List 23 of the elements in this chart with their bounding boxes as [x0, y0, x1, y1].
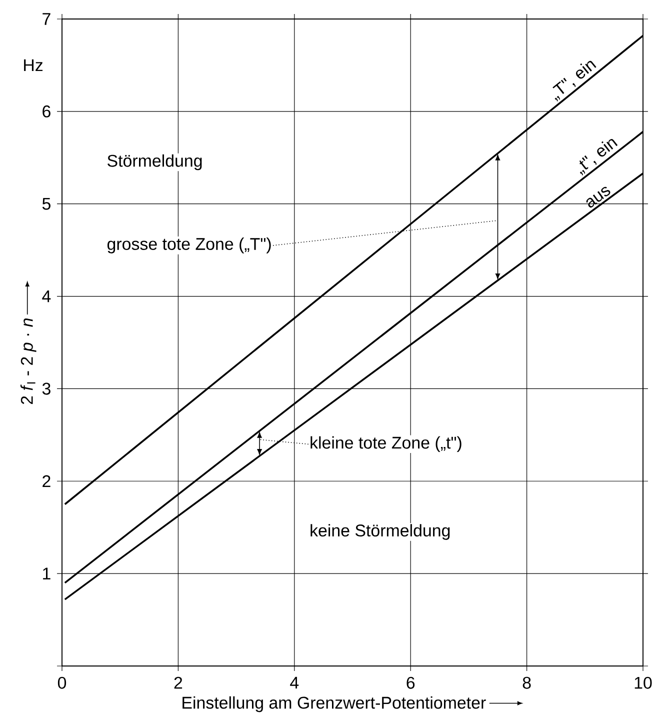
annotation: kleine tote Zone („t"): [310, 436, 462, 452]
y-tick-label: 6: [42, 105, 50, 118]
y-tick-label: 2: [42, 475, 50, 488]
text: Hz: [24, 59, 43, 72]
y-tick-label: 5: [42, 198, 50, 210]
text: „t", ein: [579, 138, 618, 176]
y-tick-label: 1: [43, 568, 50, 580]
legend-label: aus: [586, 186, 610, 208]
x-tick-label: 8: [522, 676, 531, 689]
annotation: keine Störmeldung: [310, 524, 450, 540]
y-tick-label: 3: [42, 382, 50, 395]
annotation: grosse tote Zone („T"): [107, 238, 271, 254]
text: „T", ein: [552, 60, 596, 102]
y-tick-label: 4: [42, 290, 51, 302]
y-axis-title: 2 f$_{I}$ - 2 p · n: [20, 318, 36, 404]
x-axis-title: Einstellung am Grenzwert-Potentiometer: [182, 696, 486, 712]
annotation: Störmeldung: [108, 154, 202, 170]
y-tick-label: 7: [42, 13, 50, 25]
x-tick-label: 10: [634, 676, 652, 689]
x-tick-label: 0: [58, 676, 66, 689]
x-tick-label: 2: [174, 676, 182, 689]
x-tick-label: 6: [406, 676, 415, 689]
x-tick-label: 4: [290, 676, 299, 688]
